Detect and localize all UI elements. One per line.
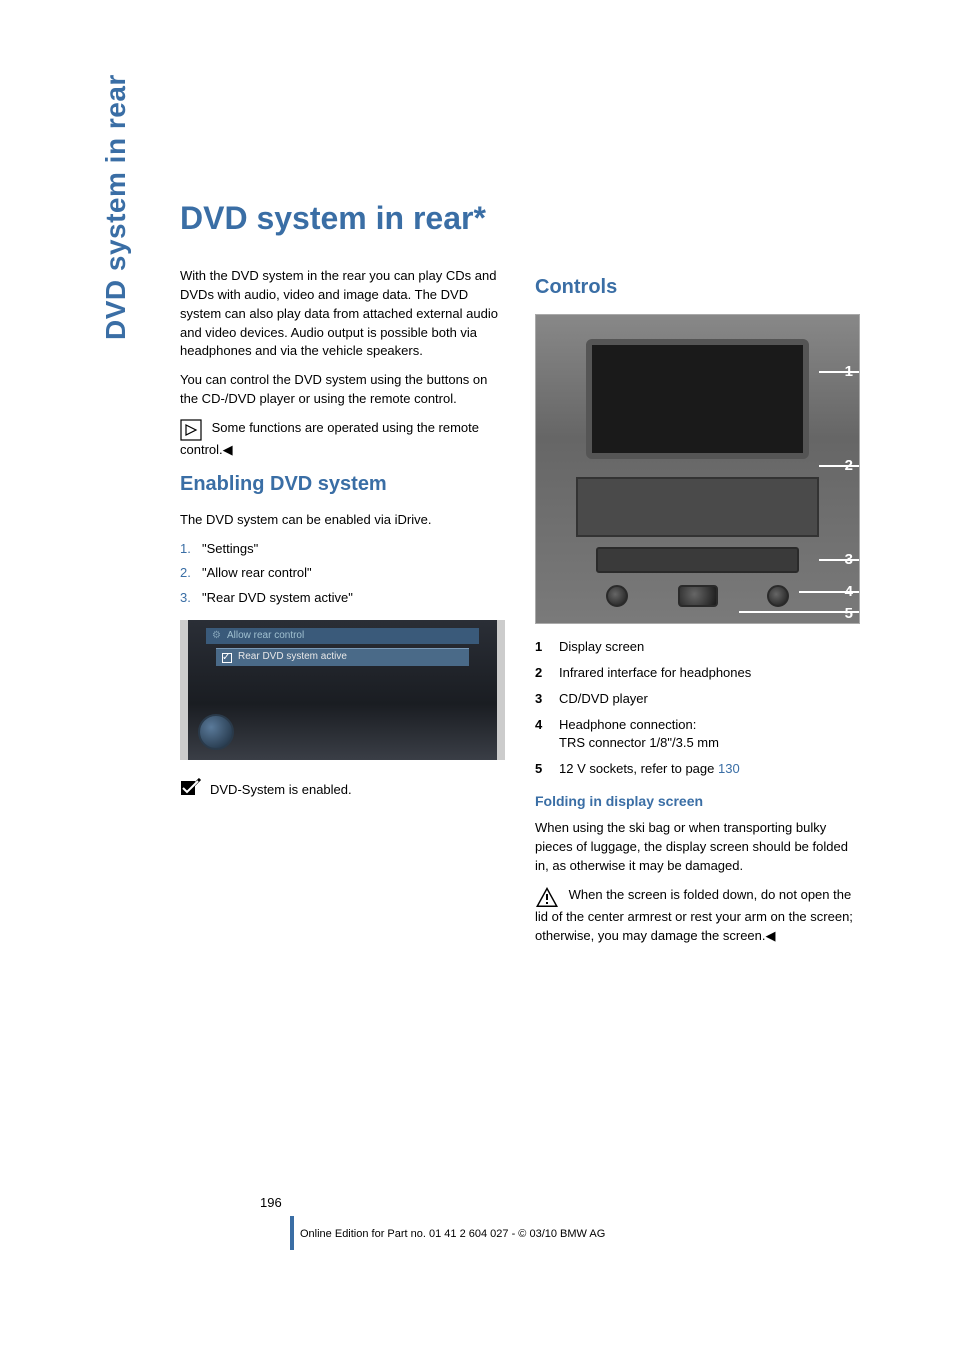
enabled-text: DVD-System is enabled. bbox=[210, 781, 352, 800]
screenshot-menu-title: ⚙ Allow rear control bbox=[206, 628, 479, 644]
step-3: "Rear DVD system active" bbox=[202, 589, 353, 608]
callout-5: 12 V sockets, refer to page 130 bbox=[559, 760, 740, 779]
diagram-ir-unit bbox=[576, 477, 819, 537]
gear-icon: ⚙ bbox=[212, 629, 221, 644]
leader-2 bbox=[819, 465, 859, 467]
enabling-lead: The DVD system can be enabled via iDrive… bbox=[180, 511, 505, 530]
intro-paragraph-2: You can control the DVD system using the… bbox=[180, 371, 505, 409]
leader-5 bbox=[739, 611, 859, 613]
note-block: Some functions are operated using the re… bbox=[180, 419, 505, 460]
warning-block: When the screen is folded down, do not o… bbox=[535, 886, 860, 946]
callout-1: Display screen bbox=[559, 638, 644, 657]
footer-accent-bar bbox=[290, 1216, 294, 1250]
leader-label-3: 3 bbox=[845, 549, 853, 571]
leader-label-1: 1 bbox=[845, 361, 853, 383]
footer-edition-line: Online Edition for Part no. 01 41 2 604 … bbox=[300, 1228, 605, 1240]
leader-label-4: 4 bbox=[845, 581, 853, 603]
step-1: "Settings" bbox=[202, 540, 258, 559]
warning-text: When the screen is folded down, do not o… bbox=[535, 887, 853, 943]
side-tab: DVD system in rear bbox=[100, 74, 132, 340]
note-icon bbox=[180, 419, 202, 441]
enabled-row: DVD-System is enabled. bbox=[180, 778, 505, 802]
leader-label-5: 5 bbox=[845, 603, 853, 625]
callout-3: CD/DVD player bbox=[559, 690, 648, 709]
right-column: Controls 1 2 3 4 5 bbox=[535, 267, 860, 956]
diagram-screen bbox=[586, 339, 809, 459]
screenshot-menu-item: Rear DVD system active bbox=[216, 648, 469, 666]
callout-4: Headphone connection:TRS connector 1/8"/… bbox=[559, 716, 719, 754]
diagram-jacks-row bbox=[606, 581, 789, 611]
enabling-steps: 1."Settings" 2."Allow rear control" 3."R… bbox=[180, 540, 505, 609]
callout-list: 1Display screen 2Infrared interface for … bbox=[535, 638, 860, 779]
checkbox-icon bbox=[222, 653, 232, 663]
diagram-socket-mid bbox=[678, 585, 718, 607]
enabling-heading: Enabling DVD system bbox=[180, 470, 505, 499]
page-number: 196 bbox=[260, 1195, 282, 1210]
leader-3 bbox=[819, 559, 859, 561]
leader-1 bbox=[819, 371, 859, 373]
step-2: "Allow rear control" bbox=[202, 564, 312, 583]
intro-paragraph-1: With the DVD system in the rear you can … bbox=[180, 267, 505, 361]
folding-paragraph: When using the ski bag or when transport… bbox=[535, 819, 860, 876]
enabled-check-icon bbox=[180, 778, 202, 802]
folding-heading: Folding in display screen bbox=[535, 791, 860, 811]
page-content: DVD system in rear* With the DVD system … bbox=[180, 200, 860, 956]
diagram-jack-left bbox=[606, 585, 628, 607]
diagram-jack-right bbox=[767, 585, 789, 607]
page-link-130[interactable]: 130 bbox=[718, 761, 740, 776]
page-title: DVD system in rear* bbox=[180, 200, 860, 237]
leader-label-2: 2 bbox=[845, 455, 853, 477]
controls-diagram: 1 2 3 4 5 bbox=[535, 314, 860, 624]
idrive-screenshot: ⚙ Allow rear control Rear DVD system act… bbox=[180, 620, 505, 760]
note-text: Some functions are operated using the re… bbox=[180, 420, 479, 457]
left-column: With the DVD system in the rear you can … bbox=[180, 267, 505, 956]
callout-2: Infrared interface for headphones bbox=[559, 664, 751, 683]
warning-icon bbox=[535, 886, 559, 908]
idrive-knob bbox=[198, 714, 234, 750]
controls-heading: Controls bbox=[535, 273, 860, 302]
diagram-cd-slot bbox=[596, 547, 799, 573]
